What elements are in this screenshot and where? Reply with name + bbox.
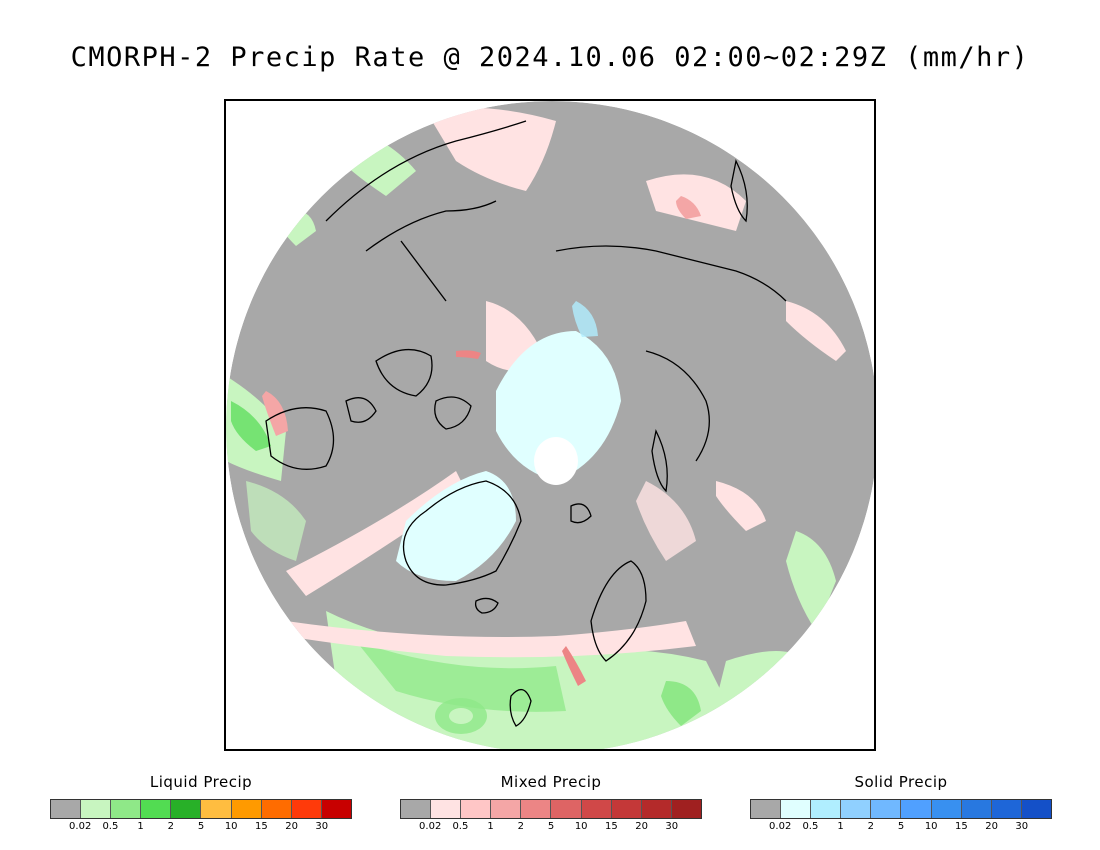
legend-tick-mixed-1: 0.5 [452,821,469,832]
legend-tick-liquid-3: 2 [167,821,174,832]
legend-swatch-liquid-1 [81,800,112,818]
map-canvas [226,101,874,749]
legend-tick-solid-5: 10 [924,821,938,832]
legend-tick-mixed-3: 2 [517,821,524,832]
legend-swatch-liquid-3 [141,800,172,818]
legend-swatch-mixed-2 [461,800,492,818]
legend-title-solid: Solid Precip [854,773,948,791]
legend-swatch-mixed-4 [521,800,552,818]
legend-tick-solid-1: 0.5 [802,821,819,832]
legend-swatch-liquid-7 [261,800,292,818]
colorbar-solid [750,799,1052,819]
legend-tick-liquid-5: 10 [224,821,238,832]
legend-tick-solid-6: 15 [955,821,968,832]
legend-tick-liquid-2: 1 [137,821,144,832]
legend-tick-mixed-2: 1 [487,821,494,832]
legend-swatch-solid-3 [841,800,872,818]
legend-swatch-mixed-0 [401,800,432,818]
legend-tick-liquid-7: 20 [285,821,298,832]
legend-tick-liquid-1: 0.5 [102,821,119,832]
legend-tick-liquid-4: 5 [197,821,205,832]
legend-swatch-solid-9 [1021,800,1051,818]
ticks-mixed: 0.02 0.5 1 2 5 10 15 20 30 [400,821,702,835]
legend-swatch-liquid-9 [321,800,351,818]
legend-swatch-solid-7 [961,800,992,818]
legend-swatch-solid-1 [781,800,812,818]
coastlines [265,120,787,727]
legend-tick-mixed-4: 5 [547,821,555,832]
legend-swatch-solid-6 [931,800,962,818]
legend-swatch-liquid-0 [51,800,82,818]
solid-precip-areas [396,301,621,581]
legend-title-mixed: Mixed Precip [500,773,602,791]
legend-swatch-mixed-6 [581,800,612,818]
legend-tick-mixed-5: 10 [574,821,588,832]
legend-swatch-solid-4 [871,800,902,818]
legend-tick-liquid-0: 0.02 [69,821,92,832]
legend-tick-solid-7: 20 [985,821,998,832]
ticks-solid: 0.02 0.5 1 2 5 10 15 20 30 [750,821,1052,835]
legend-swatch-solid-5 [901,800,932,818]
legend-tick-liquid-8: 30 [315,821,329,832]
polar-precip-map [224,99,876,751]
legend-swatch-mixed-9 [671,800,701,818]
legend-swatch-solid-2 [811,800,842,818]
legend-swatch-liquid-5 [201,800,232,818]
colorbar-mixed [400,799,702,819]
legend-swatch-solid-8 [991,800,1022,818]
legend-tick-mixed-8: 30 [665,821,679,832]
legend-tick-solid-0: 0.02 [769,821,792,832]
ticks-liquid: 0.02 0.5 1 2 5 10 15 20 30 [50,821,352,835]
legend-tick-solid-4: 5 [897,821,905,832]
legend-tick-liquid-6: 15 [255,821,268,832]
outside-domain-mask [226,101,874,749]
mixed-precip-areas [262,107,846,686]
colorbar-liquid [50,799,352,819]
legend-tick-solid-8: 30 [1015,821,1029,832]
legend-swatch-mixed-7 [611,800,642,818]
map-disc [226,101,874,749]
legend-swatch-mixed-8 [641,800,672,818]
legend-tick-mixed-6: 15 [605,821,618,832]
legend-liquid: Liquid Precip 0.02 0.5 1 2 5 10 15 20 30 [50,772,352,835]
legend-tick-solid-2: 1 [837,821,844,832]
legend-solid: Solid Precip 0.02 0.5 1 2 5 10 15 20 30 [750,772,1052,835]
legend-title-liquid: Liquid Precip [149,773,253,791]
legend-swatch-liquid-2 [111,800,142,818]
chart-title: CMORPH-2 Precip Rate @ 2024.10.06 02:00~… [70,42,1030,73]
legend-swatch-mixed-3 [491,800,522,818]
legend-swatch-mixed-5 [551,800,582,818]
legend-tick-mixed-7: 20 [635,821,648,832]
legend-tick-solid-3: 2 [867,821,874,832]
legend-swatch-solid-0 [751,800,782,818]
legend-swatch-liquid-4 [171,800,202,818]
legend-swatch-liquid-8 [291,800,322,818]
legend-swatch-liquid-6 [231,800,262,818]
legend-tick-mixed-0: 0.02 [419,821,442,832]
legend-swatch-mixed-1 [431,800,462,818]
legend-mixed: Mixed Precip 0.02 0.5 1 2 5 10 15 20 30 [400,772,702,835]
